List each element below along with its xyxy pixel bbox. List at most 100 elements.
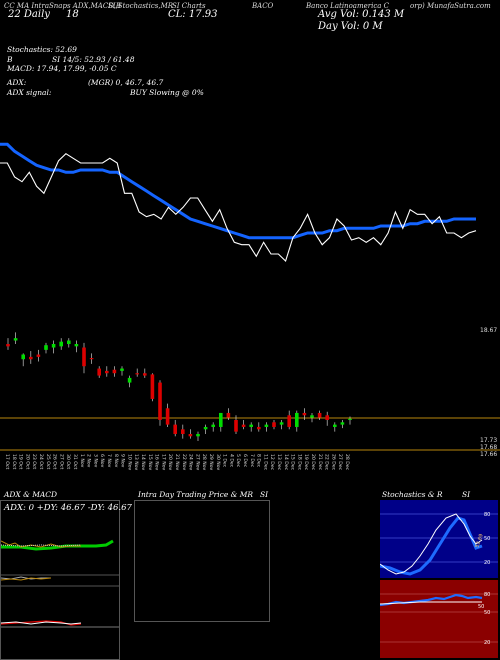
date-axis: 17 Oct 18 Oct 19 Oct 20 Oct 23 Oct 24 Oct 25 O…	[4, 454, 350, 471]
candle-body	[317, 412, 322, 418]
date-tick-label: 18 Oct	[11, 454, 17, 469]
date-tick-label: 12 Dec	[269, 454, 275, 471]
date-tick-label: 7 Nov	[106, 454, 112, 468]
price-label-2: 17.68	[480, 444, 498, 451]
adx-macd-panel: ADX: 0 +DY: 46.67 -DY: 46.67	[0, 500, 132, 660]
candle-body	[6, 344, 10, 347]
adx-signal-value: BUY Slowing @ 0%	[130, 88, 204, 97]
date-tick-label: 15 Nov	[147, 454, 153, 471]
candle-body	[310, 415, 314, 418]
header-date-suffix: 18	[66, 9, 79, 20]
date-tick-label: 6 Nov	[99, 454, 105, 468]
date-tick-label: 27 Oct	[58, 454, 64, 469]
stochastics-readout: Stochastics: 52.69	[7, 45, 77, 54]
candle-body	[36, 354, 41, 357]
date-tick-label: 22 Nov	[181, 454, 187, 471]
date-tick-label: 24 Nov	[188, 454, 194, 471]
date-tick-label: 24 Oct	[38, 454, 44, 469]
candle-body	[333, 424, 337, 427]
macd-red-line	[1, 620, 82, 626]
date-tick-label: 26 Oct	[52, 454, 58, 469]
stochastics-title: Stochastics & R	[382, 490, 443, 499]
date-tick-label: 14 Dec	[283, 454, 289, 471]
candle-body	[181, 429, 185, 434]
date-tick-label: 4 Dec	[228, 454, 234, 468]
date-tick-label: 19 Oct	[18, 454, 24, 469]
date-tick-label: 5 Dec	[235, 454, 241, 468]
candle-body	[234, 419, 238, 432]
candle-body	[340, 422, 345, 425]
adx-orange-line	[1, 540, 81, 548]
header-site: orp) MunafaSutra.com	[410, 2, 491, 10]
date-tick-label: 20 Nov	[167, 454, 173, 471]
candle-body	[29, 356, 33, 360]
candle-body	[173, 424, 177, 434]
candle-body	[105, 370, 109, 374]
candle-body	[241, 424, 246, 427]
date-tick-label: 28 Nov	[201, 454, 207, 471]
date-tick-label: 20 Dec	[310, 454, 316, 471]
ma-chart	[0, 142, 477, 263]
date-tick-label: 21 Dec	[317, 454, 323, 471]
date-tick-label: 6 Dec	[242, 454, 248, 468]
stochastics-panel: 80 50 20 52.69	[380, 500, 498, 578]
candle-body	[143, 373, 147, 376]
candle-body	[21, 354, 25, 360]
candle-body	[196, 433, 200, 437]
price-label-3: 17.66	[480, 451, 498, 458]
date-tick-label: 1 Nov	[79, 454, 85, 468]
date-tick-label: 7 Dec	[249, 454, 255, 468]
date-tick-label: 1 Dec	[222, 454, 228, 468]
adx-signal-label: ADX signal:	[7, 88, 52, 97]
adx-macd-plot	[1, 539, 119, 628]
candle-body	[74, 344, 79, 347]
candle-body	[165, 408, 170, 425]
stoch-axis-20: 20	[484, 560, 490, 566]
stochastics-si-readout: SI 14/5: 52.93 / 61.48	[52, 55, 135, 64]
date-tick-label: 21 Nov	[174, 454, 180, 471]
adx-white-line	[1, 544, 82, 547]
candle-body	[257, 426, 261, 430]
rsi-blue-line	[380, 593, 483, 607]
rsi-white-line	[380, 601, 482, 605]
candle-body	[67, 340, 71, 345]
price-label-1: 17.73	[480, 437, 498, 444]
candlestick-chart: 17 Oct 18 Oct 19 Oct 20 Oct 23 Oct 24 Oct 25 O…	[0, 332, 500, 471]
date-tick-label: 2 Nov	[86, 454, 92, 468]
candle-body	[203, 426, 208, 430]
header-charts: SI Charts	[172, 2, 206, 10]
date-tick-label: 11 Dec	[262, 454, 268, 471]
candle-body	[264, 424, 269, 427]
rsi-plot: 80 50 20 50	[380, 592, 498, 646]
candle-body	[302, 412, 307, 416]
rsi-axis-20: 20	[484, 640, 490, 646]
rsi-axis-50: 50	[484, 610, 490, 616]
stochastics-plot: 80 50 20 52.69	[380, 512, 498, 576]
candle-body	[89, 358, 94, 360]
date-tick-label: 18 Dec	[296, 454, 302, 471]
close-price: CL: 17.93	[168, 9, 218, 20]
date-tick-label: 22 Dec	[324, 454, 330, 471]
date-tick-label: 29 Nov	[208, 454, 214, 471]
date-tick-label: 8 Nov	[113, 454, 119, 468]
header-title: CC MA IntraSnaps ADX,MACD,B	[4, 2, 121, 10]
candle-body	[112, 369, 117, 374]
date-tick-label: 27 Dec	[337, 454, 343, 471]
macd-white-line	[1, 621, 82, 625]
close-price-line	[0, 153, 477, 263]
date-tick-label: 8 Dec	[256, 454, 262, 468]
intraday-panel	[134, 500, 270, 622]
rsi-panel: 80 50 20 50	[380, 580, 498, 658]
candle-body	[295, 412, 299, 427]
candle-body	[272, 422, 276, 427]
candle-body	[127, 377, 132, 383]
candle-body	[51, 344, 56, 348]
candles-group	[6, 332, 352, 441]
date-tick-label: 30 Nov	[215, 454, 221, 471]
intraday-title: Intra Day Trading Price & MR	[138, 490, 254, 499]
intraday-si: SI	[260, 490, 269, 499]
stoch-blue-line	[380, 516, 483, 576]
candle-body	[279, 422, 284, 425]
candle-body	[325, 415, 329, 420]
date-tick-label: 16 Nov	[154, 454, 160, 471]
